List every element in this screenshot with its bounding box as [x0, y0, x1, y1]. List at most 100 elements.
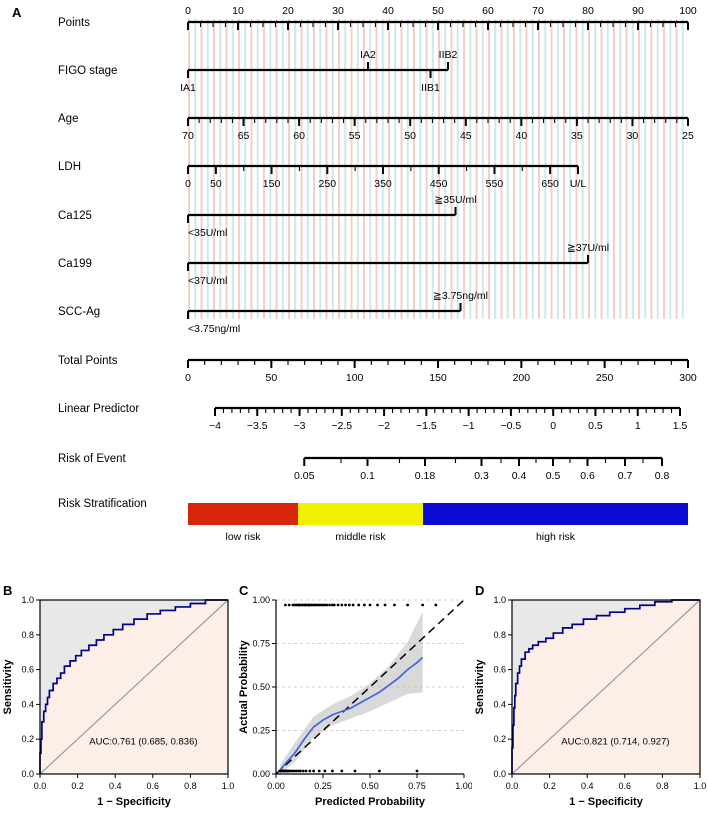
svg-text:0.4: 0.4 [512, 470, 527, 482]
row-label: LDH [58, 161, 81, 173]
panel-roc-training: B 0.0 0.2 0.4 0.6 0.8 1.0 0.0 0.2 0.4 0.6 0.8 1.0 1 … [0, 578, 236, 821]
svg-text:0.6: 0.6 [580, 470, 595, 482]
row-label: Points [58, 17, 90, 29]
row-label: Ca199 [58, 258, 92, 270]
svg-text:55: 55 [349, 130, 361, 142]
nomogram-row-risk: Risk of Event 0.05 0.1 0.18 0.3 0.4 0.5 0.6 0.7 0… [58, 453, 669, 482]
panel-a-letter: A [12, 5, 22, 20]
svg-text:0.6: 0.6 [21, 665, 34, 675]
svg-text:0.8: 0.8 [655, 470, 670, 482]
svg-text:250: 250 [596, 372, 614, 384]
svg-text:0.50: 0.50 [252, 682, 270, 692]
svg-text:0.50: 0.50 [361, 781, 379, 791]
svg-text:0.0: 0.0 [493, 769, 506, 779]
svg-text:1.0: 1.0 [694, 781, 707, 791]
svg-text:25: 25 [682, 130, 694, 142]
svg-text:65: 65 [238, 130, 250, 142]
svg-text:80: 80 [582, 5, 594, 17]
svg-text:0.2: 0.2 [543, 781, 556, 791]
svg-text:0.00: 0.00 [267, 781, 285, 791]
row-label: SCC-Ag [58, 306, 100, 318]
ideal-line [275, 599, 465, 775]
svg-text:50: 50 [266, 372, 278, 384]
svg-text:200: 200 [513, 372, 531, 384]
svg-text:0.7: 0.7 [618, 470, 633, 482]
svg-text:0.0: 0.0 [506, 781, 519, 791]
svg-text:U/L: U/L [570, 178, 587, 190]
svg-text:0.6: 0.6 [619, 781, 632, 791]
svg-text:IIB1: IIB1 [421, 82, 440, 94]
risk-segment-label: high risk [536, 531, 576, 543]
svg-text:0.0: 0.0 [34, 781, 47, 791]
svg-text:1.0: 1.0 [493, 595, 506, 605]
svg-text:100: 100 [679, 5, 697, 17]
row-label: Age [58, 113, 78, 125]
y-axis-title: Sensitivity [474, 659, 486, 715]
svg-text:IIB2: IIB2 [439, 49, 458, 61]
panel-nomogram: A Points 0 10 20 30 40 50 60 70 80 90 100 FIGO stage… [12, 5, 697, 543]
svg-text:1.0: 1.0 [222, 781, 235, 791]
svg-text:≧35U/ml: ≧35U/ml [434, 194, 476, 206]
svg-text:−0.5: −0.5 [501, 420, 522, 432]
nomogram-row-ldh: LDH 0 50 150 250 350 450 550 650 U/L [58, 161, 586, 190]
svg-text:0.4: 0.4 [581, 781, 594, 791]
svg-text:70: 70 [182, 130, 194, 142]
reference-diagonal [511, 599, 701, 775]
svg-text:0.5: 0.5 [588, 420, 603, 432]
svg-text:<37U/ml: <37U/ml [188, 275, 227, 287]
svg-text:550: 550 [486, 178, 504, 190]
svg-text:0.75: 0.75 [408, 781, 426, 791]
svg-text:IA2: IA2 [360, 49, 376, 61]
svg-text:<3.75ng/ml: <3.75ng/ml [188, 323, 240, 335]
nomogram-row-sccag: SCC-Ag <3.75ng/ml ≧3.75ng/ml [58, 290, 488, 335]
svg-text:40: 40 [382, 5, 394, 17]
svg-text:0.75: 0.75 [252, 639, 270, 649]
panel-roc-validation: D 0.0 0.2 0.4 0.6 0.8 1.0 0.0 0.2 0.4 0.6 0.8 1.0 1 … [472, 578, 708, 821]
risk-segment-label: middle risk [335, 531, 386, 543]
svg-text:≧37U/ml: ≧37U/ml [567, 242, 609, 254]
svg-text:50: 50 [404, 130, 416, 142]
roc-curve [39, 599, 228, 774]
nomogram-row-ca199: Ca199 <37U/ml ≧37U/ml [58, 242, 609, 287]
svg-text:0.8: 0.8 [493, 630, 506, 640]
svg-text:−4: −4 [209, 420, 221, 432]
x-axis-title: Predicted Probability [315, 796, 426, 808]
svg-text:−3: −3 [294, 420, 306, 432]
svg-text:0.2: 0.2 [71, 781, 84, 791]
nomogram-row-total: Total Points 0 50 100 150 200 250 300 [58, 355, 697, 384]
svg-text:350: 350 [374, 178, 392, 190]
svg-text:0.0: 0.0 [21, 769, 34, 779]
svg-text:0.00: 0.00 [252, 769, 270, 779]
svg-text:0.8: 0.8 [656, 781, 669, 791]
risk-segment [188, 503, 298, 525]
confidence-ribbon [279, 612, 423, 774]
svg-text:45: 45 [460, 130, 472, 142]
y-axis-title: Actual Probability [238, 639, 250, 733]
svg-text:30: 30 [332, 5, 344, 17]
bottom-panels: B 0.0 0.2 0.4 0.6 0.8 1.0 0.0 0.2 0.4 0.6 0.8 1.0 1 … [0, 578, 708, 821]
svg-text:1.00: 1.00 [252, 595, 270, 605]
svg-text:0: 0 [185, 372, 191, 384]
risk-segment [298, 503, 423, 525]
reference-diagonal [39, 599, 229, 775]
panel-d-letter: D [475, 583, 485, 598]
svg-text:0.18: 0.18 [415, 470, 436, 482]
nomogram-row-strat: Risk Stratification low risk middle risk hi… [58, 498, 688, 543]
svg-text:100: 100 [346, 372, 364, 384]
row-label: Ca125 [58, 210, 92, 222]
svg-text:30: 30 [627, 130, 639, 142]
nomogram-row-age: Age 70 65 60 55 50 45 40 35 30 25 [58, 113, 694, 142]
svg-text:1.00: 1.00 [455, 781, 472, 791]
row-label: FIGO stage [58, 65, 117, 77]
svg-text:150: 150 [263, 178, 281, 190]
svg-text:90: 90 [632, 5, 644, 17]
svg-text:0.5: 0.5 [546, 470, 561, 482]
svg-text:0.4: 0.4 [109, 781, 122, 791]
roc-chart-d: 0.0 0.2 0.4 0.6 0.8 1.0 0.0 0.2 0.4 0.6 0.8 1.0 1 − … [474, 595, 707, 808]
svg-text:40: 40 [516, 130, 528, 142]
svg-text:0: 0 [185, 178, 191, 190]
svg-text:35: 35 [571, 130, 583, 142]
above-curve-region [40, 600, 228, 774]
svg-text:50: 50 [210, 178, 222, 190]
